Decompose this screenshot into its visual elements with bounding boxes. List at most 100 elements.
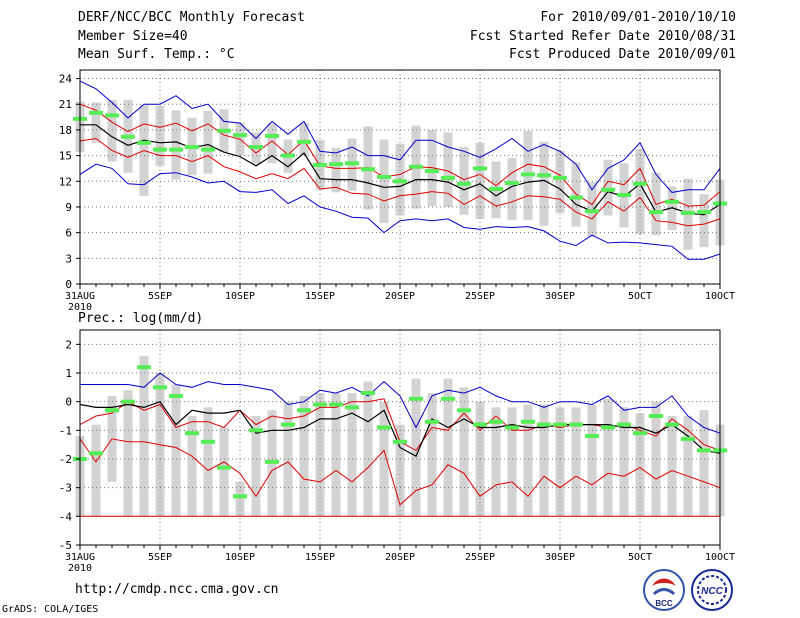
median-marker <box>649 210 663 215</box>
median-marker <box>345 161 359 166</box>
median-marker <box>537 422 551 427</box>
y-tick-label: 2 <box>65 338 72 351</box>
median-marker <box>393 439 407 444</box>
x-tick-label: 30SEP <box>545 552 575 563</box>
median-marker <box>425 169 439 174</box>
median-marker <box>281 153 295 158</box>
spread-box <box>139 355 149 517</box>
x-tick-label: 5SEP <box>148 291 172 302</box>
variable-label-temp: Mean Surf. Temp.: °C <box>78 47 235 62</box>
spread-box <box>171 110 181 180</box>
median-marker <box>313 163 327 168</box>
spread-box <box>411 378 421 517</box>
x-tick-label: 20SEP <box>385 291 415 302</box>
spread-box <box>203 407 213 517</box>
spread-box <box>699 410 709 517</box>
median-marker <box>665 422 679 427</box>
spread-box <box>219 427 229 517</box>
website-url[interactable]: http://cmdp.ncc.cma.gov.cn <box>75 582 279 597</box>
median-marker <box>601 187 615 192</box>
median-marker <box>633 181 647 186</box>
spread-box <box>635 413 645 517</box>
median-marker <box>553 175 567 180</box>
median-marker <box>185 145 199 150</box>
y-tick-label: -2 <box>59 453 72 466</box>
median-marker <box>105 408 119 413</box>
median-marker <box>585 434 599 439</box>
median-marker <box>105 113 119 118</box>
spread-box <box>267 123 277 164</box>
median-marker <box>265 459 279 464</box>
median-marker <box>249 428 263 433</box>
x-tick-label: 5SEP <box>148 552 172 563</box>
median-marker <box>233 133 247 138</box>
median-marker <box>89 451 103 456</box>
median-marker <box>457 181 471 186</box>
median-marker <box>569 422 583 427</box>
x-tick-label: 20SEP <box>385 552 415 563</box>
median-marker <box>281 422 295 427</box>
median-marker <box>377 175 391 179</box>
spread-box <box>555 407 565 517</box>
median-marker <box>393 179 407 184</box>
median-marker <box>329 162 343 167</box>
series-mean_minus_std <box>79 438 721 506</box>
median-marker <box>633 431 647 436</box>
median-marker <box>553 422 567 427</box>
temperature-panel: 0 3 6 9 12 15 18 21 24 31AUG 5SEP 10SEP 15SEP 20SEP 25… <box>59 69 735 313</box>
x-tick-label: 10OCT <box>705 552 735 563</box>
median-marker <box>441 175 455 180</box>
y-tick-label: -1 <box>59 424 72 437</box>
median-marker <box>249 145 263 150</box>
spread-box <box>667 416 677 517</box>
median-marker <box>297 139 311 144</box>
produced-date: Fcst Produced Date 2010/09/01 <box>509 47 736 62</box>
spread-box <box>635 148 645 235</box>
spread-box <box>91 102 101 143</box>
median-marker <box>169 393 183 398</box>
y-tick-label: 18 <box>59 124 72 137</box>
y-tick-label: 3 <box>65 252 72 265</box>
spread-box <box>491 407 501 517</box>
spread-box <box>251 416 261 517</box>
y-tick-label: 12 <box>59 175 72 188</box>
median-marker <box>121 399 135 404</box>
median-marker <box>697 448 711 453</box>
x-year-label: 2010 <box>68 563 92 574</box>
median-marker <box>409 164 423 169</box>
bcc-logo-text: BCC <box>655 599 673 608</box>
y-tick-label: 9 <box>65 201 72 214</box>
median-marker <box>137 140 151 145</box>
spread-box <box>507 407 517 517</box>
series-min <box>79 163 721 260</box>
spread-box <box>331 393 341 517</box>
bcc-logo-icon: BCC <box>643 569 685 611</box>
y-tick-label: -5 <box>59 539 72 552</box>
spread-box <box>91 424 101 517</box>
median-marker <box>585 209 599 214</box>
ncc-logo-text: NCC <box>701 586 723 597</box>
x-tick-label: 10OCT <box>705 291 735 302</box>
spread-box <box>683 416 693 517</box>
median-marker <box>537 173 551 178</box>
median-marker <box>617 192 631 197</box>
x-tick-label: 31AUG <box>65 291 95 302</box>
spread-box <box>539 141 549 226</box>
y-tick-label: 0 <box>65 396 72 409</box>
spread-box <box>427 393 437 517</box>
spread-box <box>363 381 373 517</box>
median-marker <box>217 128 231 133</box>
x-tick-label: 25SEP <box>465 291 495 302</box>
x-year-label: 2010 <box>68 302 92 313</box>
median-marker <box>313 402 327 407</box>
spread-box <box>299 123 309 156</box>
variable-label-prec: Prec.: log(mm/d) <box>78 311 203 326</box>
spread-box <box>107 99 117 162</box>
median-marker <box>441 396 455 401</box>
y-tick-label: 24 <box>59 73 73 86</box>
series-mean_plus_std <box>79 103 721 207</box>
y-tick-label: -3 <box>59 482 72 495</box>
median-marker <box>265 133 279 138</box>
median-marker <box>489 419 503 424</box>
